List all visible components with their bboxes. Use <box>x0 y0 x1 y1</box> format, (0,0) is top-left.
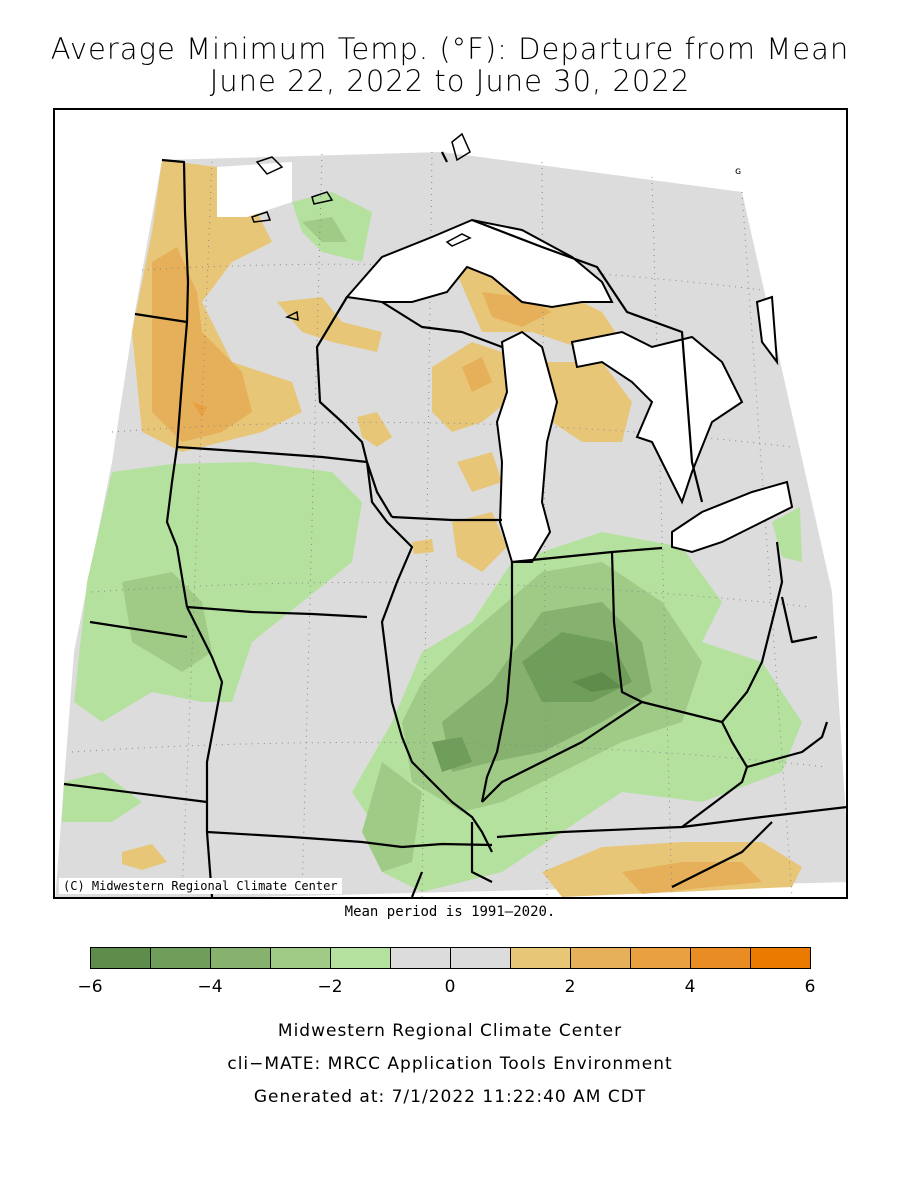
legend-tick-label: 4 <box>684 977 696 997</box>
legend-bin <box>690 947 751 969</box>
departure-map: ɢ (C) Midwestern Regional Climate Center <box>53 108 848 899</box>
copyright-label: (C) Midwestern Regional Climate Center <box>59 878 342 894</box>
map-title: Average Minimum Temp. (°F): Departure fr… <box>50 32 850 66</box>
legend-tick-label: 6 <box>804 977 816 997</box>
state-boundaries <box>63 151 846 897</box>
footer-organization: Midwestern Regional Climate Center <box>277 1021 623 1041</box>
lake-ontario-edge <box>755 295 779 366</box>
color-legend <box>90 947 811 969</box>
legend-tick-label: −6 <box>77 977 103 997</box>
lake-superior <box>345 218 614 309</box>
footer-tool: cli−MATE: MRCC Application Tools Environ… <box>227 1054 673 1074</box>
legend-bin <box>390 947 451 969</box>
great-lakes <box>345 218 794 563</box>
lake-huron <box>570 330 744 505</box>
legend-tick-label: 0 <box>444 977 456 997</box>
lake-michigan <box>495 330 559 563</box>
legend-bin <box>330 947 391 969</box>
legend-bin <box>90 947 151 969</box>
legend-bin <box>570 947 631 969</box>
legend-bin <box>270 947 331 969</box>
legend-bin <box>210 947 271 969</box>
legend-tick-label: 2 <box>564 977 576 997</box>
footer-generated: Generated at: 7/1/2022 11:22:40 AM CDT <box>253 1087 647 1107</box>
legend-tick-label: −4 <box>197 977 223 997</box>
mean-period-note: Mean period is 1991–2020. <box>344 904 556 920</box>
legend-bin <box>630 947 691 969</box>
map-marker-glyph: ɢ <box>735 166 741 177</box>
legend-bin <box>450 947 511 969</box>
legend-bin <box>750 947 811 969</box>
date-range-subtitle: June 22, 2022 to June 30, 2022 <box>209 64 691 98</box>
legend-bin <box>150 947 211 969</box>
graticule <box>71 151 828 897</box>
legend-tick-label: −2 <box>317 977 343 997</box>
lake-erie <box>671 480 794 554</box>
legend-bin <box>510 947 571 969</box>
below-normal-areas <box>62 192 802 892</box>
